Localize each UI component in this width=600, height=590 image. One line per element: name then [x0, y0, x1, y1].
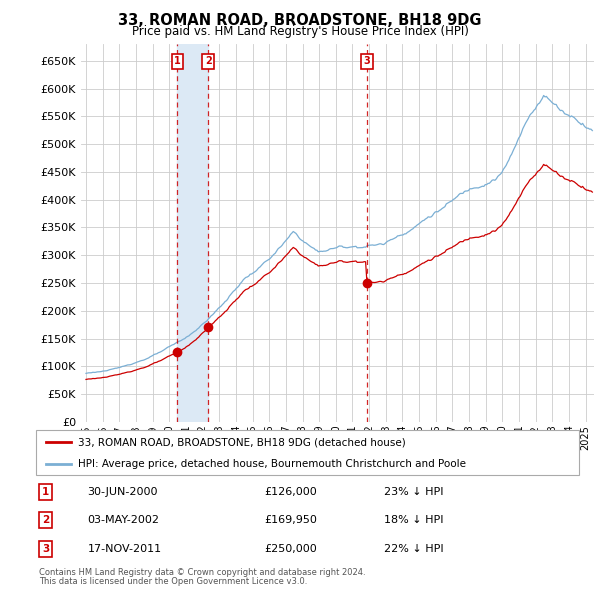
- Text: Contains HM Land Registry data © Crown copyright and database right 2024.: Contains HM Land Registry data © Crown c…: [39, 568, 365, 576]
- Text: Price paid vs. HM Land Registry's House Price Index (HPI): Price paid vs. HM Land Registry's House …: [131, 25, 469, 38]
- Text: 3: 3: [364, 56, 371, 66]
- Text: 18% ↓ HPI: 18% ↓ HPI: [383, 515, 443, 525]
- Text: £126,000: £126,000: [264, 487, 317, 497]
- Text: 1: 1: [174, 56, 181, 66]
- Text: 33, ROMAN ROAD, BROADSTONE, BH18 9DG (detached house): 33, ROMAN ROAD, BROADSTONE, BH18 9DG (de…: [78, 437, 406, 447]
- Text: 2: 2: [205, 56, 212, 66]
- Text: HPI: Average price, detached house, Bournemouth Christchurch and Poole: HPI: Average price, detached house, Bour…: [78, 458, 466, 468]
- Text: 1: 1: [42, 487, 49, 497]
- Text: 03-MAY-2002: 03-MAY-2002: [88, 515, 160, 525]
- Text: £169,950: £169,950: [264, 515, 317, 525]
- Text: 17-NOV-2011: 17-NOV-2011: [88, 543, 162, 553]
- Text: 3: 3: [42, 543, 49, 553]
- Text: 33, ROMAN ROAD, BROADSTONE, BH18 9DG: 33, ROMAN ROAD, BROADSTONE, BH18 9DG: [118, 13, 482, 28]
- Text: £250,000: £250,000: [264, 543, 317, 553]
- Text: 2: 2: [42, 515, 49, 525]
- Text: This data is licensed under the Open Government Licence v3.0.: This data is licensed under the Open Gov…: [39, 577, 307, 586]
- Bar: [178, 44, 208, 422]
- Text: 30-JUN-2000: 30-JUN-2000: [88, 487, 158, 497]
- Text: 22% ↓ HPI: 22% ↓ HPI: [383, 543, 443, 553]
- Text: 23% ↓ HPI: 23% ↓ HPI: [383, 487, 443, 497]
